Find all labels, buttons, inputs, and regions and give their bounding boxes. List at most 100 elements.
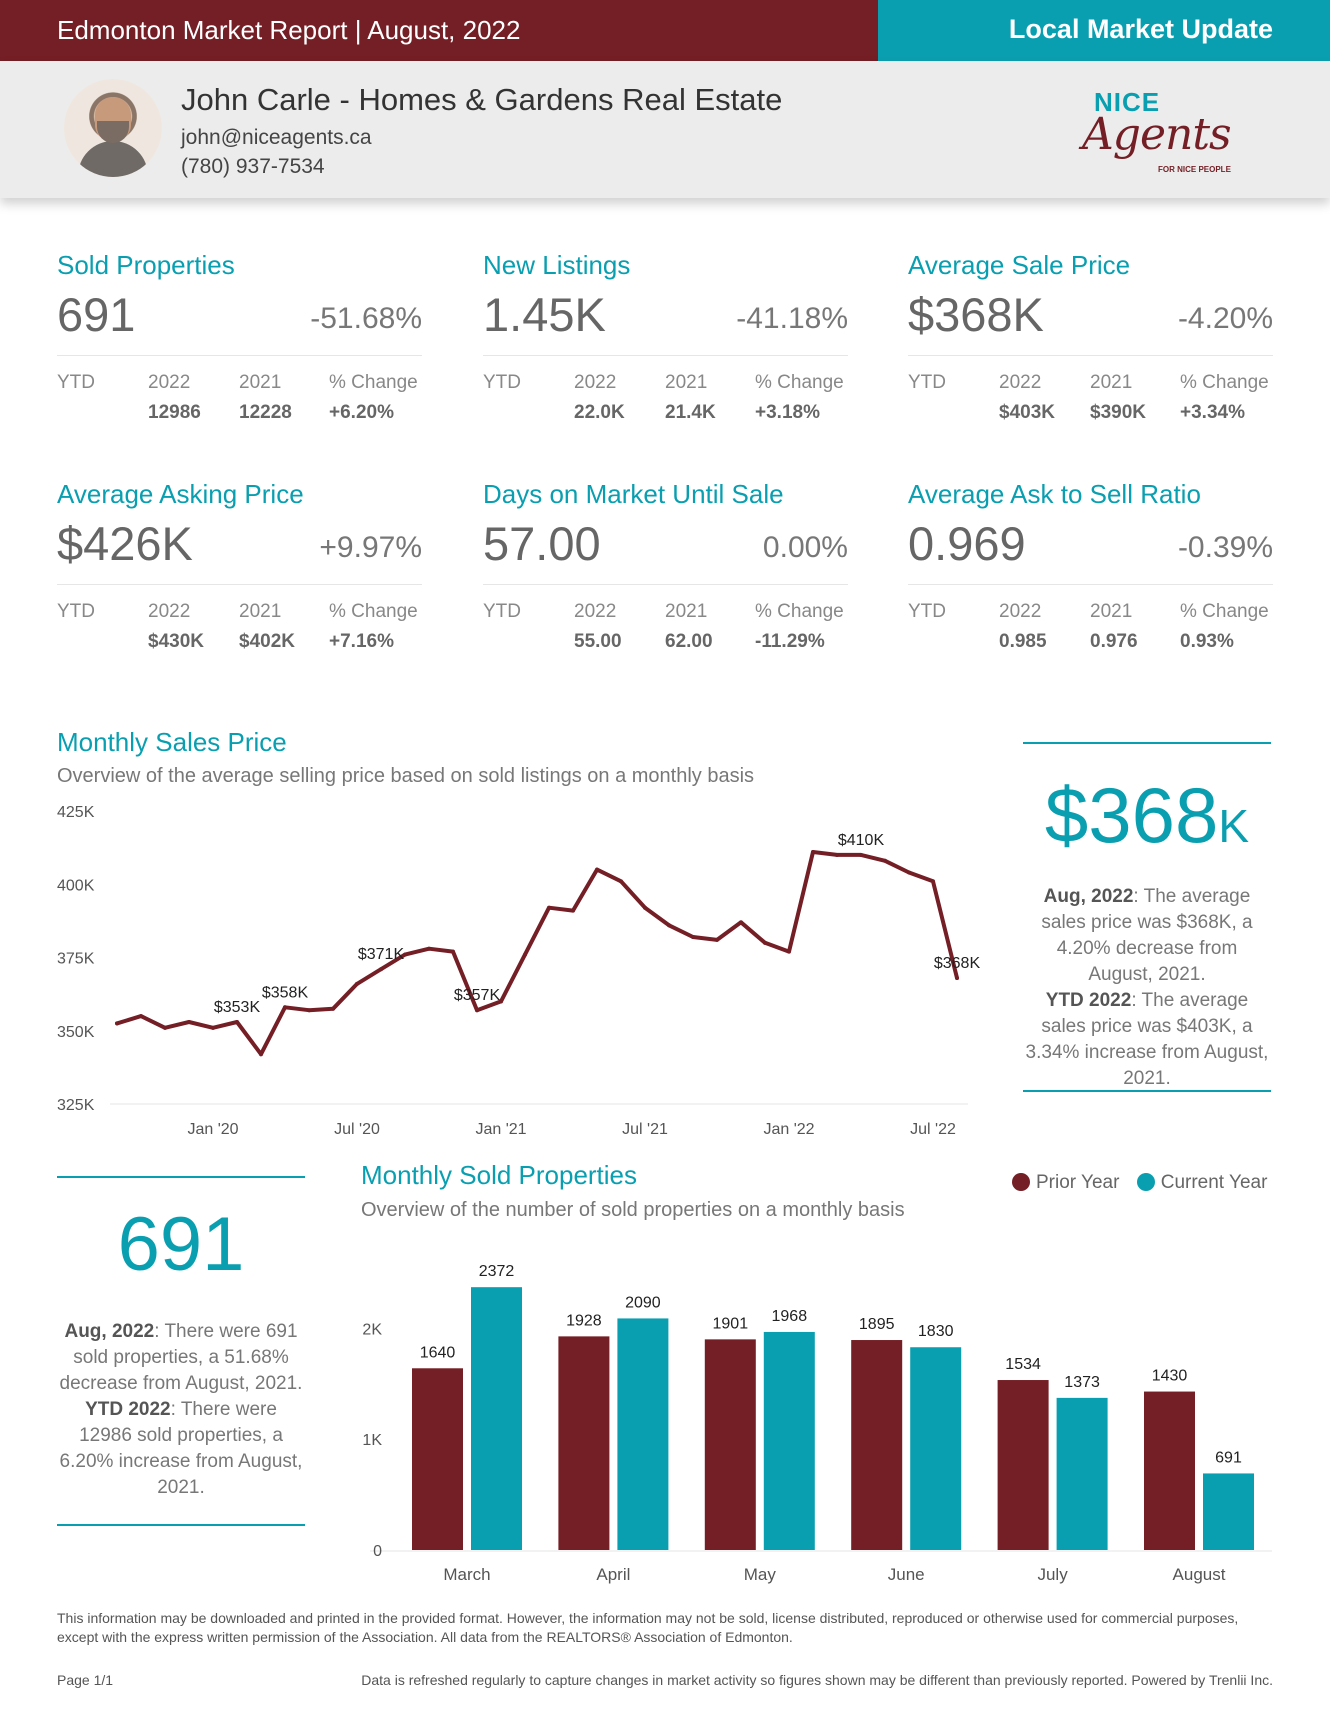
price-point <box>859 852 863 857</box>
sold-callout-value: 691 <box>117 1202 245 1287</box>
bar-value-label: 1640 <box>420 1344 456 1361</box>
price-point <box>955 976 959 981</box>
bar-value-label: 691 <box>1215 1449 1242 1466</box>
price-point <box>715 937 719 942</box>
divider <box>57 355 422 356</box>
legend-dot-icon <box>1012 1173 1030 1191</box>
ytd-2022-value: 22.0K <box>574 402 625 423</box>
change-label: % Change <box>1180 372 1269 393</box>
price-point <box>379 967 383 972</box>
price-point <box>307 1008 311 1013</box>
bar-current-year <box>763 1331 815 1550</box>
price-point <box>523 952 527 957</box>
stat-change: +9.97% <box>319 531 422 564</box>
bar-current-year <box>471 1287 522 1550</box>
ytd-change-value: +3.18% <box>755 402 820 423</box>
stat-average-sale-price: Average Sale Price $368K -4.20% YTD 2022… <box>908 250 1273 450</box>
local-market-update-label: Local Market Update <box>878 0 1330 61</box>
category-label: August <box>1173 1565 1226 1584</box>
price-point <box>835 852 839 857</box>
bar-value-label: 2372 <box>479 1263 515 1280</box>
callout-top-rule <box>1023 742 1271 744</box>
ytd-2022-value: $403K <box>999 402 1055 423</box>
stat-value: 1.45K <box>483 288 606 341</box>
nice-agents-logo: NICE Agents FOR NICE PEOPLE <box>1082 87 1242 177</box>
price-point <box>451 949 455 954</box>
top-bar: Edmonton Market Report | August, 2022 Lo… <box>0 0 1330 61</box>
y-tick-label: 350K <box>57 1024 95 1041</box>
stat-value: 691 <box>57 288 136 341</box>
price-callout-text: Aug, 2022: The average sales price was $… <box>1025 886 1269 1089</box>
bar-value-label: 1830 <box>918 1323 954 1340</box>
bar-value-label: 1534 <box>1005 1356 1041 1373</box>
divider <box>908 355 1273 356</box>
year-2021-label: 2021 <box>239 372 282 393</box>
price-point <box>355 981 359 986</box>
price-point <box>259 1052 263 1057</box>
price-point <box>115 1021 119 1026</box>
bar-prior-year <box>704 1339 756 1550</box>
category-label: May <box>744 1565 777 1584</box>
bar-prior-year <box>558 1336 610 1550</box>
callout-bottom-rule <box>57 1524 305 1526</box>
price-point <box>595 867 599 872</box>
stat-days-on-market: Days on Market Until Sale 57.00 0.00% YT… <box>483 479 848 679</box>
ytd-2021-value: 12228 <box>239 402 292 423</box>
page-number: Page 1/1 <box>57 1672 114 1688</box>
bar-prior-year <box>997 1380 1049 1550</box>
bar-current-year <box>1056 1397 1108 1550</box>
ytd-label: YTD <box>483 601 521 622</box>
stat-value: 0.969 <box>908 517 1026 570</box>
price-series-line <box>115 850 959 1057</box>
monthly-sales-price-chart: 425K 400K 375K 350K 325K Jan '20 Jul '20 Jan '2… <box>57 804 981 1138</box>
y-tick-label: 0 <box>373 1543 382 1560</box>
category-label: April <box>596 1565 630 1584</box>
stat-sold-properties: Sold Properties 691 -51.68% YTD 2022 202… <box>57 250 422 450</box>
data-label: $371K <box>358 946 405 963</box>
price-point <box>787 949 791 954</box>
legend-prior-year: Prior Year <box>1012 1172 1119 1194</box>
monthly-sold-properties-title: Monthly Sold Properties <box>361 1160 638 1190</box>
stat-value: 57.00 <box>483 517 601 570</box>
ytd-change-value: +6.20% <box>329 402 394 423</box>
y-tick-label: 375K <box>57 951 95 968</box>
stat-change: -51.68% <box>310 302 422 335</box>
price-point <box>283 1005 287 1010</box>
stat-change: -0.39% <box>1177 531 1273 564</box>
logo-nice-text: NICE <box>1094 87 1161 117</box>
data-label: $410K <box>838 832 885 849</box>
agent-email[interactable]: john@niceagents.ca <box>181 126 372 149</box>
price-point <box>547 905 551 910</box>
stat-value: $368K <box>908 288 1044 341</box>
stat-new-listings: New Listings 1.45K -41.18% YTD 2022 2021… <box>483 250 848 450</box>
data-label: $368K <box>934 955 981 972</box>
x-tick-label: Jul '20 <box>334 1121 380 1138</box>
price-callout-value: $368K <box>1044 771 1250 859</box>
monthly-sold-properties-chart: 0 1K 2K 1640 2372 March 1928 2090 April 1901 1968 M… <box>362 1263 1272 1584</box>
price-point <box>139 1014 143 1019</box>
year-2021-label: 2021 <box>665 601 708 622</box>
bar-value-label: 1901 <box>713 1315 749 1332</box>
price-point <box>163 1025 167 1030</box>
divider <box>57 584 422 585</box>
agent-phone[interactable]: (780) 937-7534 <box>181 155 325 178</box>
ytd-2021-value: 62.00 <box>665 631 713 652</box>
year-2021-label: 2021 <box>239 601 282 622</box>
data-label: $357K <box>454 987 501 1004</box>
ytd-label: YTD <box>908 372 946 393</box>
ytd-2022-value: 55.00 <box>574 631 622 652</box>
price-point <box>331 1006 335 1011</box>
category-label: July <box>1037 1565 1068 1584</box>
price-point <box>931 879 935 884</box>
legend-current-year: Current Year <box>1136 1172 1267 1194</box>
stat-change: -41.18% <box>736 302 848 335</box>
year-2021-label: 2021 <box>665 372 708 393</box>
y-tick-label: 325K <box>57 1097 95 1114</box>
ytd-2021-value: 21.4K <box>665 402 716 423</box>
x-tick-label: Jan '21 <box>475 1121 526 1138</box>
footer-disclaimer: This information may be downloaded and p… <box>57 1610 1239 1645</box>
callout-top-rule <box>57 1176 305 1178</box>
change-label: % Change <box>329 601 418 622</box>
year-2021-label: 2021 <box>1090 372 1133 393</box>
stat-title: Average Sale Price <box>908 250 1131 280</box>
